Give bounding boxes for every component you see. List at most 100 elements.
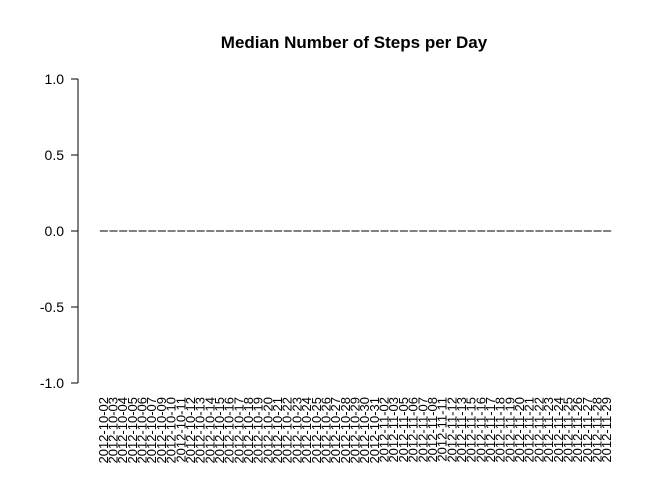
x-tick-label: 2012-10-02 (96, 397, 111, 464)
bar (264, 230, 273, 232)
bar (351, 230, 360, 232)
bar (293, 230, 302, 232)
bar (380, 230, 389, 232)
x-tick-label: 2012-10-11 (173, 397, 188, 463)
bar (167, 230, 176, 232)
x-tick-label: 2012-10-23 (289, 397, 304, 464)
bar (583, 230, 592, 232)
bar (206, 230, 215, 232)
bar (554, 230, 563, 232)
x-tick-label: 2012-11-18 (493, 397, 508, 463)
bar (254, 230, 263, 232)
bar (370, 230, 379, 232)
x-tick-label: 2012-10-09 (154, 397, 169, 464)
x-tick-label: 2012-11-13 (454, 397, 469, 463)
bar (516, 230, 525, 232)
bar (225, 230, 234, 232)
x-tick-label: 2012-11-21 (522, 397, 537, 463)
x-tick-label: 2012-11-24 (551, 397, 566, 463)
y-tick-label: -0.5 (40, 299, 64, 315)
bar-series (99, 230, 612, 232)
x-tick-label: 2012-10-24 (299, 397, 314, 464)
bar (177, 230, 186, 232)
x-tick-label: 2012-10-12 (183, 397, 198, 464)
bar (438, 230, 447, 232)
bar (245, 230, 254, 232)
bar (525, 230, 534, 232)
chart-title: Median Number of Steps per Day (221, 33, 488, 52)
bar (603, 230, 612, 232)
bar (235, 230, 244, 232)
bar (428, 230, 437, 232)
bar (196, 230, 205, 232)
bar (535, 230, 544, 232)
x-tick-label: 2012-11-26 (570, 397, 585, 463)
x-tick-label: 2012-10-06 (135, 397, 150, 464)
x-tick-label: 2012-11-20 (512, 397, 527, 463)
x-tick-label: 2012-10-22 (280, 397, 295, 464)
x-tick-label: 2012-11-29 (599, 397, 614, 463)
bar (215, 230, 225, 232)
bar (157, 230, 166, 232)
x-tick-label: 2012-10-07 (144, 397, 159, 464)
x-tick-label: 2012-10-31 (367, 397, 382, 464)
y-tick-label: 0.5 (45, 147, 65, 163)
x-tick-label: 2012-10-16 (222, 397, 237, 464)
x-tick-label: 2012-11-16 (473, 397, 488, 463)
x-tick-label: 2012-11-23 (541, 397, 556, 463)
y-tick-label: 1.0 (45, 71, 65, 87)
x-tick-label: 2012-11-17 (483, 397, 498, 463)
bar (99, 230, 108, 232)
y-axis: -1.0 -0.5 0.0 0.5 1.0 (40, 71, 79, 391)
x-tick-label: 2012-11-08 (425, 397, 440, 463)
bar (303, 230, 312, 232)
bar (119, 230, 128, 232)
bar (312, 230, 321, 232)
bar (448, 230, 457, 232)
x-tick-label: 2012-10-20 (260, 397, 275, 464)
x-tick-label: 2012-10-28 (338, 397, 353, 464)
bar (186, 230, 195, 232)
bar (341, 230, 350, 232)
bar (138, 230, 147, 232)
x-tick-label: 2012-10-25 (309, 397, 324, 464)
bar (477, 230, 486, 232)
bar (496, 230, 505, 232)
x-tick-label: 2012-11-27 (580, 397, 595, 463)
x-tick-label: 2012-10-10 (164, 397, 179, 464)
x-tick-label: 2012-11-02 (377, 397, 392, 463)
x-tick-label: 2012-11-05 (396, 397, 411, 463)
x-tick-label: 2012-11-28 (589, 397, 604, 463)
bar (283, 230, 292, 232)
bar (361, 230, 370, 232)
x-tick-label: 2012-10-13 (193, 397, 208, 464)
bar (128, 230, 137, 232)
bar (148, 230, 157, 232)
x-tick-label: 2012-10-27 (328, 397, 343, 464)
x-tick-label: 2012-11-11 (435, 397, 450, 462)
x-tick-label: 2012-11-22 (531, 397, 546, 463)
bar (322, 230, 331, 232)
bar (332, 230, 341, 232)
x-tick-label: 2012-10-19 (251, 397, 266, 464)
x-tick-label: 2012-10-26 (318, 397, 333, 464)
bar (390, 230, 399, 232)
y-tick-label: 0.0 (45, 223, 65, 239)
bar (457, 230, 466, 232)
bar (399, 230, 408, 232)
bar (409, 230, 418, 232)
bar (109, 230, 118, 232)
x-tick-label: 2012-10-29 (348, 397, 363, 464)
bar (593, 230, 602, 232)
bar (274, 230, 283, 232)
x-tick-label: 2012-10-15 (212, 397, 227, 464)
x-tick-label: 2012-10-18 (241, 397, 256, 464)
bar (545, 230, 554, 232)
x-tick-label: 2012-10-05 (125, 397, 140, 464)
x-tick-label: 2012-10-04 (115, 397, 130, 464)
bar (574, 230, 583, 232)
x-tick-label: 2012-11-07 (415, 397, 430, 463)
x-tick-label: 2012-11-12 (444, 397, 459, 463)
bar (506, 230, 515, 232)
